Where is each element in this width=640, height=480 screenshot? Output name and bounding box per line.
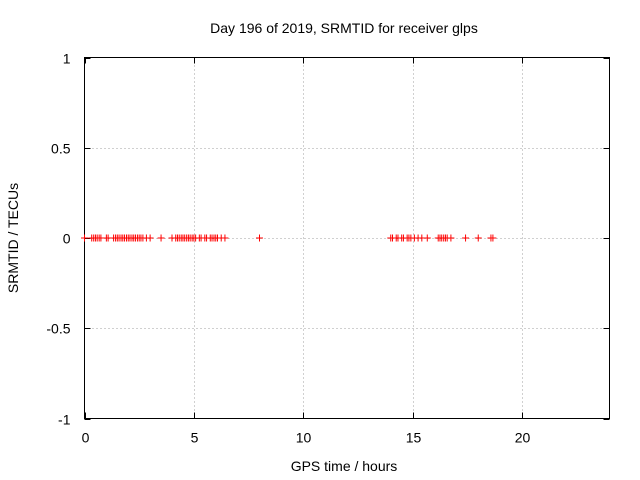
data-point: [146, 234, 154, 242]
data-point: [462, 234, 470, 242]
y-tick-label: 0: [63, 231, 71, 247]
chart-title: Day 196 of 2019, SRMTID for receiver glp…: [210, 20, 478, 36]
x-tick-label: 5: [191, 430, 199, 446]
axis-ticks: 0 5 10 15 20 -1 -0.5 0 0.5 1: [46, 51, 610, 446]
x-tick-label: 0: [82, 430, 90, 446]
data-point: [447, 234, 455, 242]
y-tick-label: -0.5: [46, 321, 70, 337]
data-point: [221, 234, 229, 242]
data-point: [157, 234, 165, 242]
data-point: [256, 234, 263, 242]
x-tick-label: 15: [406, 430, 422, 446]
data-points: [81, 234, 497, 242]
x-tick-label: 20: [515, 430, 531, 446]
x-tick-label: 10: [296, 430, 312, 446]
data-point: [81, 234, 88, 242]
data-point: [423, 234, 431, 242]
data-point: [489, 234, 497, 242]
y-tick-label: -1: [58, 412, 71, 428]
y-tick-label: 1: [63, 51, 71, 67]
x-axis-label: GPS time / hours: [291, 458, 398, 474]
y-tick-label: 0.5: [51, 141, 71, 157]
data-point: [474, 234, 482, 242]
y-axis-label: SRMTID / TECUs: [5, 183, 21, 293]
